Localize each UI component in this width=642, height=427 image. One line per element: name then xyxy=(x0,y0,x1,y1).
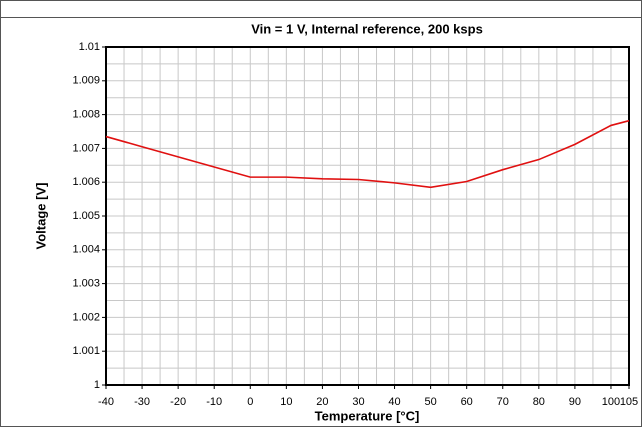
plot-border xyxy=(105,46,630,386)
x-tick-label: -30 xyxy=(134,396,150,408)
x-tick-label: 0 xyxy=(247,396,253,408)
x-tick-label: 80 xyxy=(533,396,545,408)
x-tick-label: 30 xyxy=(352,396,364,408)
x-tick-label: -40 xyxy=(98,396,114,408)
y-tick-label: 1.002 xyxy=(72,311,100,323)
y-tick-label: 1.004 xyxy=(72,244,100,256)
x-tick-label: 20 xyxy=(316,396,328,408)
x-tick-label: -10 xyxy=(206,396,222,408)
y-tick-label: 1.005 xyxy=(72,210,100,222)
x-tick-label: 60 xyxy=(461,396,473,408)
y-tick-label: 1 xyxy=(94,379,100,391)
x-tick-label: 40 xyxy=(388,396,400,408)
y-tick-label: 1.007 xyxy=(72,142,100,154)
x-tick-label: 10 xyxy=(280,396,292,408)
chart-title: Vin = 1 V, Internal reference, 200 ksps xyxy=(251,21,483,36)
x-axis-label: Temperature [°C] xyxy=(315,408,420,423)
data-line xyxy=(105,119,630,189)
x-tick-label: 100 xyxy=(602,396,620,408)
y-tick-label: 1.01 xyxy=(79,41,100,53)
x-tick-label: 50 xyxy=(424,396,436,408)
x-tick-label: 90 xyxy=(569,396,581,408)
y-tick-label: 1.009 xyxy=(72,75,100,87)
y-tick-label: 1.003 xyxy=(72,278,100,290)
x-tick-label: 105 xyxy=(620,396,638,408)
y-tick-label: 1.001 xyxy=(72,345,100,357)
y-tick-label: 1.008 xyxy=(72,109,100,121)
y-tick-label: 1.006 xyxy=(72,176,100,188)
x-tick-label: 70 xyxy=(497,396,509,408)
y-axis-label: Voltage [V] xyxy=(33,183,48,250)
x-tick-label: -20 xyxy=(170,396,186,408)
